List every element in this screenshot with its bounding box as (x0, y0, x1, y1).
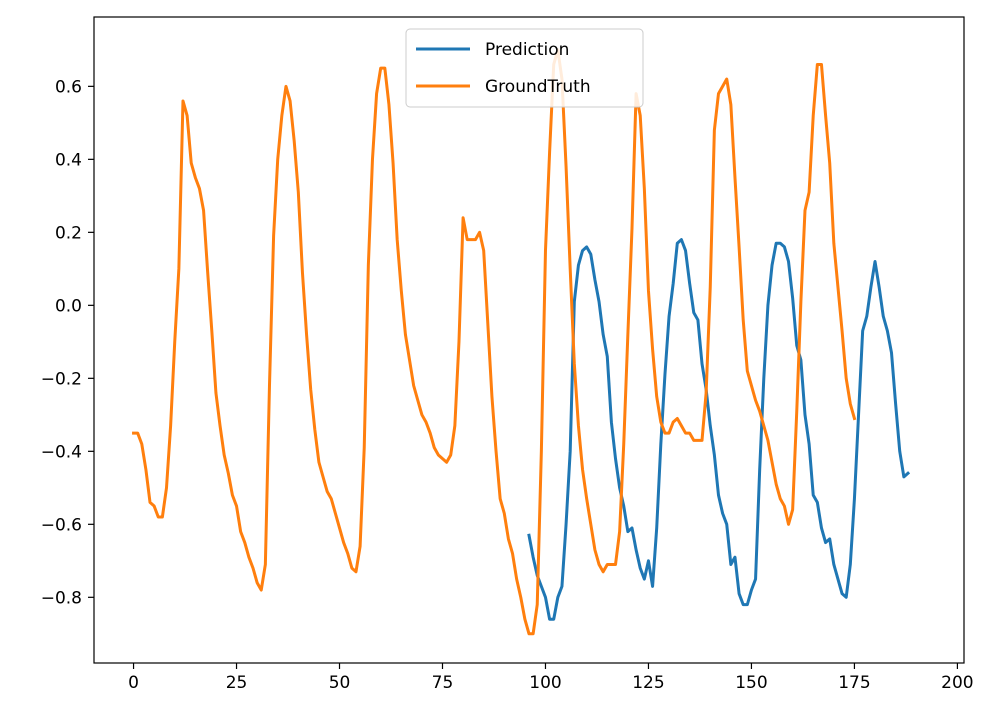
x-tick-label: 175 (838, 673, 870, 693)
series-line-prediction (527, 238, 911, 621)
x-tick-label: 100 (529, 673, 561, 693)
x-tick-label: 0 (128, 673, 139, 693)
x-tick-label: 125 (632, 673, 664, 693)
plot-background (94, 17, 964, 663)
y-tick-label: 0.2 (55, 223, 82, 243)
y-tick-label: 0.4 (55, 150, 82, 170)
x-tick-label: 50 (329, 673, 351, 693)
y-tick-label: −0.6 (41, 515, 82, 535)
y-axis: −0.8 −0.6 −0.4 −0.2 0.0 0.2 0.4 0.6 (41, 77, 94, 608)
plot-frame (93, 16, 965, 664)
x-tick-label: 75 (432, 673, 454, 693)
legend-label-prediction: Prediction (485, 40, 569, 60)
y-tick-label: −0.4 (41, 442, 82, 462)
x-tick-label: 150 (735, 673, 767, 693)
y-tick-label: −0.2 (41, 369, 82, 389)
y-tick-label: 0.6 (55, 77, 82, 97)
y-tick-label: 0.0 (55, 296, 82, 316)
y-tick-label: −0.8 (41, 588, 82, 608)
legend-label-groundtruth: GroundTruth (485, 77, 591, 97)
legend: Prediction GroundTruth (405, 28, 644, 108)
x-tick-label: 25 (226, 673, 248, 693)
series-line-groundtruth (132, 48, 857, 636)
x-axis: 0 25 50 75 100 125 150 175 200 (128, 663, 974, 693)
x-tick-label: 200 (941, 673, 973, 693)
series-layer (132, 48, 911, 636)
